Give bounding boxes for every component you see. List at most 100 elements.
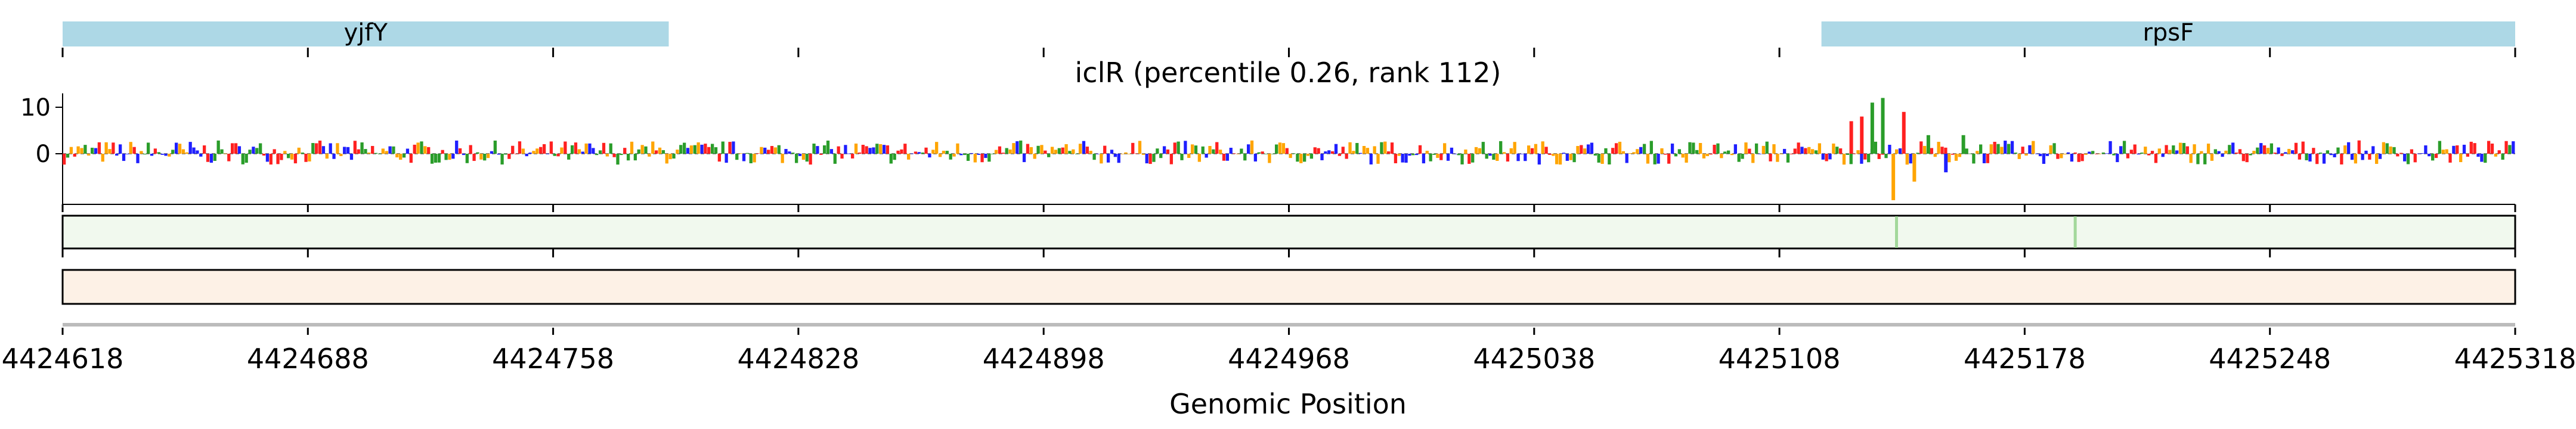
logo-bar [1250,140,1254,154]
conservation-peak [1894,216,1898,248]
logo-bar [2413,154,2417,163]
logo-bar [2196,154,2200,164]
logo-bar [784,149,788,154]
logo-bar [2213,149,2217,154]
logo-bar [1176,141,1180,154]
logo-bar [584,143,588,154]
logo-bar [1527,145,1531,154]
logo-bar [1807,147,1811,154]
logo-bar [1103,145,1107,154]
logo-bar [1800,147,1804,154]
logo-bar [1625,154,1628,163]
logo-bar [949,154,952,160]
logo-bar [2329,154,2333,156]
logo-bar [199,154,203,157]
logo-peak [1961,135,1965,154]
logo-bar [2109,141,2112,154]
logo-bar [959,154,963,156]
logo-bar [1804,148,1807,154]
logo-bar [1919,141,1923,154]
logo-bar [500,154,504,165]
logo-bar [104,142,108,154]
logo-bar [2399,153,2403,154]
logo-bar [227,154,231,161]
logo-bar [2256,147,2259,154]
logo-bar [2273,153,2277,154]
logo-bar [2080,154,2084,161]
logo-bar [1411,154,1415,156]
logo-bar [1565,154,1569,161]
logo-bar [998,146,1002,154]
logo-bar [160,154,164,155]
logo-bar [935,142,939,154]
logo-bar [2512,141,2515,154]
logo-bar [879,144,883,154]
logo-bar [1415,154,1419,156]
conservation-track-box [61,214,2516,250]
logo-bar [1278,142,1282,154]
logo-bar [1072,149,1075,154]
logo-bar [595,154,599,156]
logo-bar [1362,146,1366,154]
logo-bars [63,140,2515,165]
logo-bar [1874,141,1878,154]
logo-bar [1184,141,1187,154]
logo-bar [301,153,304,154]
x-tick-label: 4424828 [737,343,859,375]
logo-bar [1898,148,1902,154]
logo-bar [388,146,392,154]
logo-bar [1159,154,1163,158]
coverage-track [61,269,2516,305]
logo-bar [1502,152,1506,154]
logo-bar [770,145,774,154]
logo-bar [1110,150,1114,154]
logo-bar [1436,154,1439,158]
logo-bar [1044,150,1047,154]
logo-bar [420,141,423,154]
logo-bar [1944,147,1948,154]
logo-bar [1894,149,1899,154]
logo-bar [994,150,998,154]
logo-bar [1646,154,1650,164]
logo-bar [857,153,862,154]
logo-bar [2052,143,2056,154]
gene-label: rpsF [2142,19,2194,46]
logo-bar [1467,154,1471,164]
logo-bar [805,154,809,162]
logo-bar [2038,154,2042,157]
logo-bar [2157,148,2161,154]
logo-bar [1380,142,1383,154]
logo-bar [1590,142,1594,154]
logo-bar [570,145,574,154]
logo-bar [1741,154,1744,159]
logo-bar [444,154,448,160]
logo-bar [1695,150,1699,154]
logo-bar [441,150,444,154]
logo-bar [325,154,329,159]
logo-bar [833,154,837,164]
logo-bar [1352,151,1355,154]
logo-bar [1730,154,1734,156]
logo-bar [1544,147,1548,154]
logo-bar [2262,145,2267,154]
logo-bar [1187,154,1191,158]
logo-bar [231,143,234,154]
logo-bar [1457,154,1460,156]
logo-bar [129,142,132,154]
logo-bar [823,145,826,154]
logo-bar [1720,154,1723,158]
logo-bar [1309,154,1314,159]
logo-peak [1860,116,1864,154]
logo-bar [928,154,931,158]
logo-bar [2410,149,2414,154]
logo-bar [781,154,784,163]
logo-bar [1005,148,1008,154]
logo-bar [644,146,648,154]
logo-bar [385,151,388,154]
gene-bar-yjfY [63,21,669,46]
logo-bar [83,145,87,154]
logo-bar [2508,145,2512,154]
logo-bar [1106,154,1110,163]
logo-bar [1306,154,1310,156]
logo-bar [1008,149,1012,154]
